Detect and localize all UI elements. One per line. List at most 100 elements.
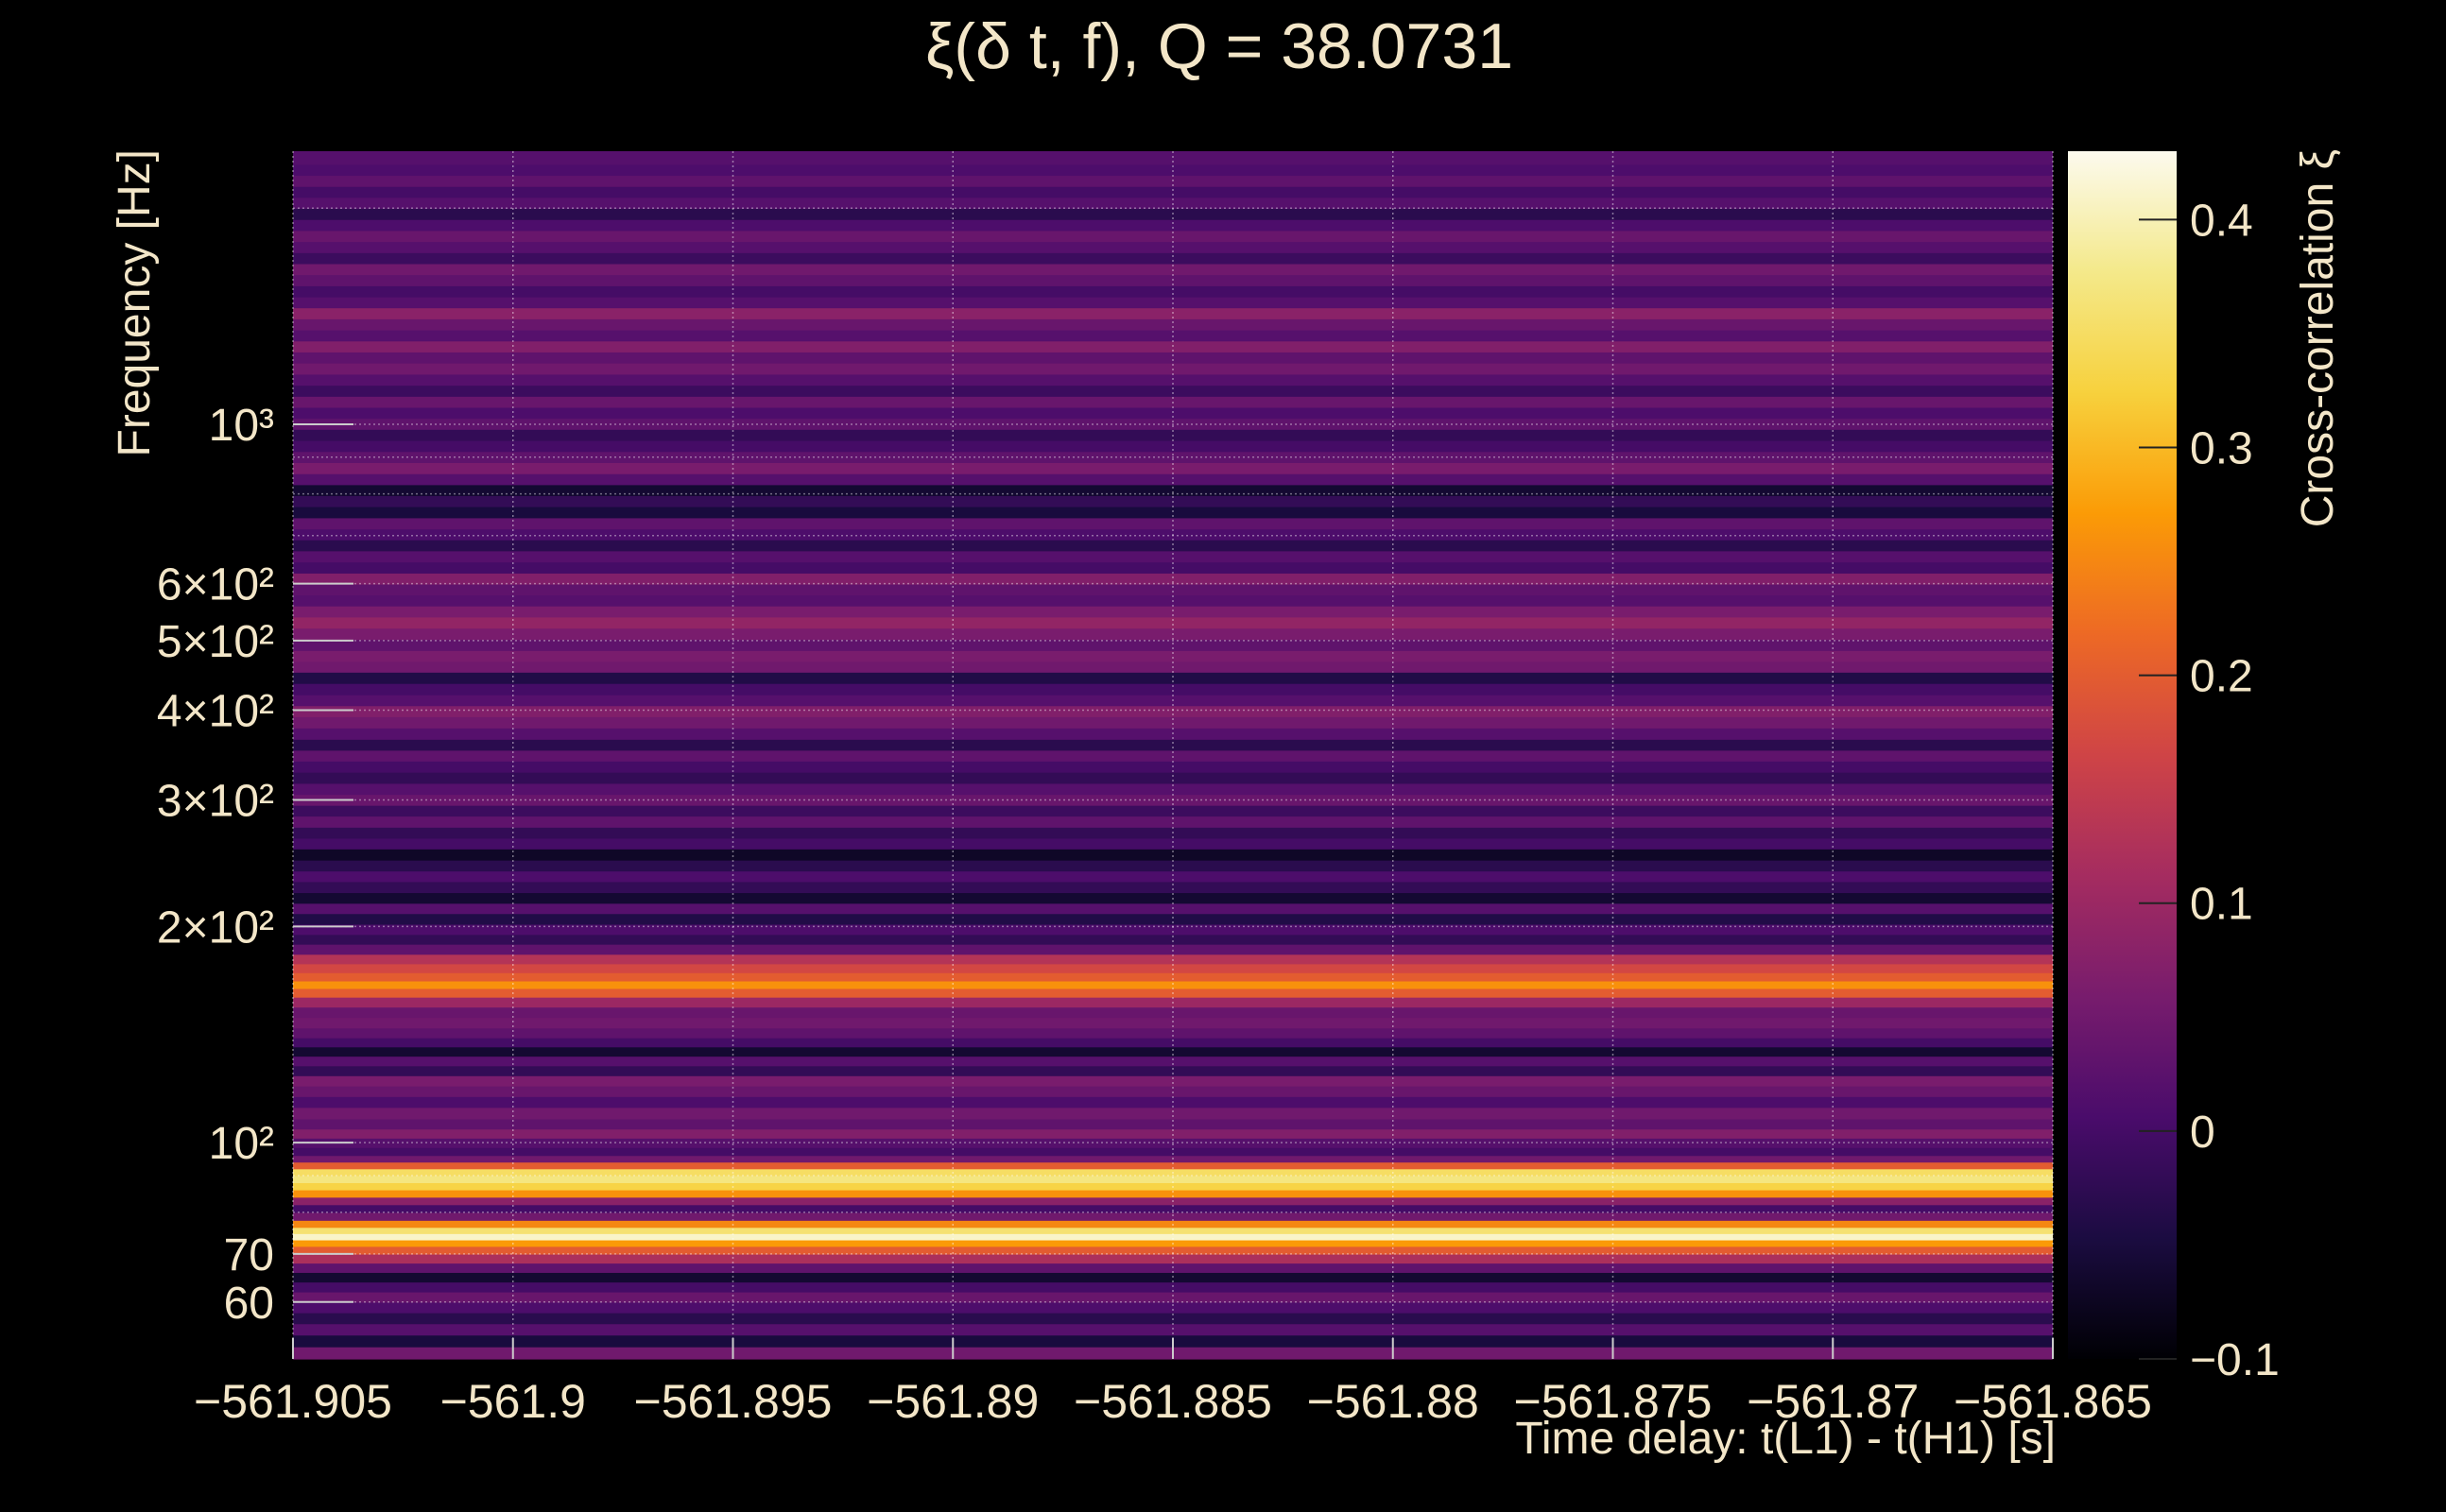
heatmap-band — [293, 627, 2053, 641]
heatmap-band — [293, 297, 2053, 309]
y-tick-label: 4×10² — [157, 687, 274, 737]
heatmap-band — [293, 1246, 2053, 1255]
heatmap-band — [293, 252, 2053, 265]
heatmap-band — [293, 473, 2053, 486]
heatmap-band — [293, 1189, 2053, 1198]
heatmap-band — [293, 175, 2053, 187]
colorbar — [2068, 151, 2177, 1359]
heatmap-band — [293, 484, 2053, 496]
heatmap-band — [293, 849, 2053, 861]
y-tick-label: 60 — [224, 1279, 274, 1329]
heatmap-band — [293, 1168, 2053, 1177]
colorbar-tick-label: 0.3 — [2190, 423, 2253, 473]
heatmap-band — [293, 1196, 2053, 1206]
heatmap-band — [293, 661, 2053, 673]
y-tick-label: 5×10² — [157, 617, 274, 667]
heatmap-band — [293, 1263, 2053, 1273]
heatmap-band — [293, 1006, 2053, 1019]
heatmap-band — [293, 997, 2053, 1008]
heatmap-band — [293, 1147, 2053, 1157]
y-tick-label: 6×10² — [157, 560, 274, 610]
heatmap-band — [293, 1086, 2053, 1097]
heatmap-band — [293, 794, 2053, 806]
heatmap-band — [293, 363, 2053, 375]
heatmap-band — [293, 1323, 2053, 1336]
heatmap-band — [293, 860, 2053, 872]
heatmap-band — [293, 837, 2053, 850]
heatmap-band — [293, 805, 2053, 817]
heatmap-band — [293, 263, 2053, 276]
heatmap-band — [293, 163, 2053, 177]
heatmap-band — [293, 972, 2053, 982]
heatmap-band — [293, 208, 2053, 220]
heatmap-band — [293, 934, 2053, 945]
heatmap-band — [293, 429, 2053, 441]
heatmap-band — [293, 695, 2053, 707]
heatmap-band — [293, 923, 2053, 936]
heatmap-band — [293, 1118, 2053, 1130]
colorbar-tick-label: −0.1 — [2190, 1335, 2280, 1385]
heatmap-band — [293, 285, 2053, 298]
heatmap-band — [293, 561, 2053, 574]
heatmap-band — [293, 151, 2053, 165]
y-tick-label: 70 — [224, 1230, 274, 1280]
heatmap-band — [293, 396, 2053, 408]
heatmap-band — [293, 761, 2053, 773]
heatmap-band — [293, 506, 2053, 519]
grid-lines — [292, 151, 2054, 1359]
y-tick-label: 2×10² — [157, 902, 274, 953]
heatmap-band — [293, 219, 2053, 232]
heatmap-band — [293, 705, 2053, 717]
y-tick-label: 3×10² — [157, 776, 274, 826]
x-axis-label: Time delay: t(L1) - t(H1) [s] — [1515, 1414, 2056, 1464]
heatmap-band — [293, 892, 2053, 904]
heatmap-band — [293, 440, 2053, 453]
heatmap-band — [293, 988, 2053, 998]
heatmap-band — [293, 418, 2053, 430]
heatmap-band — [293, 1075, 2053, 1087]
heatmap-band — [293, 954, 2053, 965]
y-tick-label: 10² — [209, 1119, 274, 1169]
heatmap-band — [293, 307, 2053, 319]
colorbar-ticks: −0.1 0 0.1 0.2 0.3 0.4 — [2139, 196, 2280, 1385]
heatmap-band — [293, 716, 2053, 729]
heatmap-band — [293, 1065, 2053, 1076]
heatmap-band — [293, 517, 2053, 530]
heatmap-band — [293, 1253, 2053, 1264]
heatmap-band — [293, 385, 2053, 397]
heatmap-band — [293, 197, 2053, 210]
heatmap-band — [293, 639, 2053, 651]
heatmap-band — [293, 330, 2053, 342]
heatmap-band — [293, 186, 2053, 198]
heatmap-band — [293, 1227, 2053, 1234]
colorbar-tick-label: 0.4 — [2190, 196, 2253, 246]
heatmap-band — [293, 1046, 2053, 1057]
heatmap-band — [293, 274, 2053, 286]
heatmap-band — [293, 1038, 2053, 1048]
heatmap-band — [293, 1281, 2053, 1293]
heatmap-band — [293, 1096, 2053, 1108]
heatmap-band — [293, 1056, 2053, 1067]
heatmap-band — [293, 241, 2053, 253]
heatmap-band — [293, 1138, 2053, 1148]
x-axis-ticks: −561.905 −561.9 −561.895 −561.89 −561.885 −56… — [194, 1338, 2152, 1428]
heatmap-band — [293, 318, 2053, 331]
heatmap-band — [293, 1239, 2053, 1247]
heatmap-band — [293, 1027, 2053, 1039]
heatmap-band — [293, 1233, 2053, 1241]
heatmap-band — [293, 373, 2053, 387]
x-tick-label: −561.885 — [1074, 1375, 1272, 1428]
heatmap-band — [293, 583, 2053, 596]
y-tick-label: 10³ — [209, 401, 274, 451]
heatmap-plot-area — [293, 151, 2053, 1360]
heatmap-band — [293, 1313, 2053, 1325]
heatmap-band — [293, 230, 2053, 243]
heatmap-band — [293, 594, 2053, 607]
heatmap-band — [293, 1211, 2053, 1221]
colorbar-tick-label: 0 — [2190, 1108, 2215, 1158]
heatmap-band — [293, 902, 2053, 915]
heatmap-band — [293, 827, 2053, 839]
heatmap-band — [293, 1175, 2053, 1183]
